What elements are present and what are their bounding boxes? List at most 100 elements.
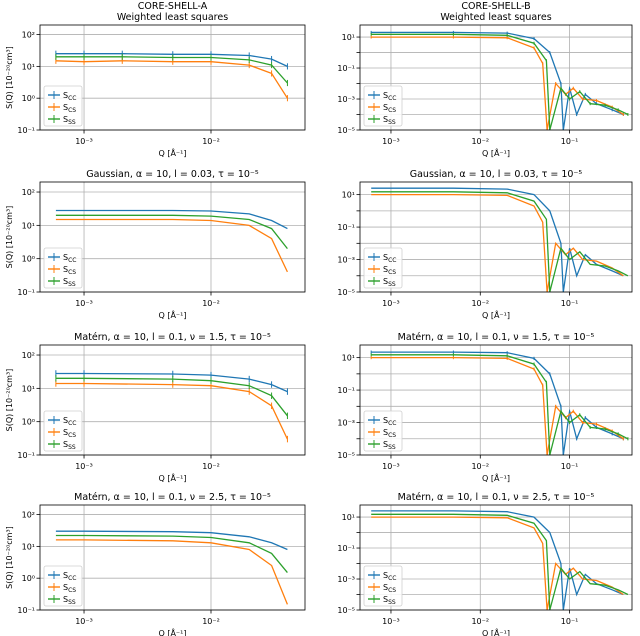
panel-title: CORE-SHELL-A — [138, 1, 208, 12]
x-axis-label: Q [Å⁻¹] — [482, 309, 510, 320]
y-tick-label: 10¹ — [342, 513, 355, 522]
panel-title: Matérn, α = 10, l = 0.1, ν = 1.5, τ = 10… — [74, 332, 271, 343]
y-tick-label: 10⁰ — [22, 94, 35, 103]
axes-frame — [39, 504, 306, 611]
x-tick-label: 10⁻³ — [75, 299, 93, 308]
x-axis-label: Q [Å⁻¹] — [159, 309, 187, 320]
panel-title: Matérn, α = 10, l = 0.1, ν = 2.5, τ = 10… — [398, 492, 595, 503]
legend-label: SCS — [63, 583, 76, 594]
axes-frame — [359, 24, 633, 131]
legend-label-main: S — [63, 115, 68, 124]
legend-label: SSS — [383, 115, 396, 126]
panel-title: CORE-SHELL-B — [461, 1, 530, 12]
x-tick-label: 10⁻³ — [75, 137, 93, 146]
legend-label-main: S — [63, 440, 68, 449]
y-tick-label: 10¹ — [342, 354, 355, 363]
panel-title: Weighted least squares — [440, 12, 551, 23]
x-axis-label: Q [Å⁻¹] — [159, 472, 187, 483]
panel-title: Weighted least squares — [117, 12, 228, 23]
legend-label-sub: CC — [68, 257, 76, 264]
legend-label-main: S — [63, 265, 68, 274]
panel-A1: 10⁻³ 10⁻² 10⁻¹ 10⁰ 10¹ 10² CORE-SHELL-AWeighte… — [5, 1, 306, 158]
x-axis-label: Q [Å⁻¹] — [482, 472, 510, 483]
legend-label-main: S — [383, 595, 388, 604]
panel-title: Matérn, α = 10, l = 0.1, ν = 2.5, τ = 10… — [74, 492, 271, 503]
axes-frame — [359, 344, 633, 456]
panel-A2: 10⁻³ 10⁻² 10⁻¹ 10⁰ 10¹ 10² Gaussian, α = 10, l… — [5, 169, 306, 320]
legend-label-main: S — [383, 265, 388, 274]
series-line-S_SS — [55, 56, 288, 84]
y-tick-label: 10⁻¹ — [17, 126, 35, 135]
panel-B3: 10⁻³ 10⁻² 10⁻¹ 10⁻⁵ 10⁻³ 10⁻¹ 10¹ Matérn, α = 1… — [337, 332, 633, 483]
x-tick-label: 10⁻² — [202, 462, 220, 471]
legend-label-sub: CS — [68, 107, 76, 114]
legend-label-main: S — [383, 253, 388, 262]
x-tick-label: 10⁻³ — [382, 299, 400, 308]
x-tick-label: 10⁻³ — [382, 137, 400, 146]
legend-label-sub: CC — [68, 95, 76, 102]
legend-label-main: S — [383, 416, 388, 425]
y-tick-label: 10⁻³ — [337, 95, 355, 104]
series-line-S_CS — [55, 218, 288, 273]
legend-label: SSS — [63, 440, 76, 451]
legend-label-sub: CS — [68, 432, 76, 439]
legend-label-sub: SS — [388, 281, 396, 288]
y-tick-label: 10¹ — [342, 191, 355, 200]
axes-frame — [39, 181, 306, 293]
y-tick-label: 10⁻¹ — [337, 223, 355, 232]
legend-label-sub: CC — [388, 420, 396, 427]
series-line-S_CC — [371, 510, 624, 611]
legend-label-sub: SS — [68, 281, 76, 288]
y-tick-label: 10⁻⁵ — [337, 126, 355, 135]
legend-label: SSS — [383, 440, 396, 451]
legend-label: SSS — [63, 115, 76, 126]
x-tick-label: 10⁻² — [471, 462, 489, 471]
legend-label-sub: SS — [388, 444, 396, 451]
legend-label-main: S — [383, 583, 388, 592]
legend-label: SCS — [383, 103, 396, 114]
legend-label-main: S — [63, 595, 68, 604]
legend-label-sub: CS — [388, 269, 396, 276]
series-line-S_CC — [371, 187, 624, 293]
y-tick-label: 10⁻⁵ — [337, 451, 355, 460]
y-tick-label: 10⁻³ — [337, 256, 355, 265]
panel-B4: 10⁻³ 10⁻² 10⁻¹ 10⁻⁵ 10⁻³ 10⁻¹ 10¹ Matérn, α = 1… — [337, 492, 633, 636]
legend-label: SSS — [63, 277, 76, 288]
series-line-S_CS — [371, 193, 624, 293]
axes-frame — [39, 24, 306, 131]
legend-label-main: S — [383, 103, 388, 112]
axes-frame — [39, 344, 306, 456]
y-tick-label: 10⁻⁵ — [337, 606, 355, 615]
series-line-S_SS — [371, 513, 629, 611]
y-axis-label: S(Q) [10⁻²⁰cm³] — [5, 206, 14, 269]
legend-label-main: S — [63, 428, 68, 437]
y-tick-label: 10⁰ — [22, 574, 35, 583]
legend-label-sub: CC — [68, 420, 76, 427]
legend-label-main: S — [63, 416, 68, 425]
series-line-S_CC — [55, 530, 288, 551]
legend-label-sub: CS — [388, 107, 396, 114]
x-axis-label: Q [Å⁻¹] — [482, 627, 510, 636]
series-line-S_CC — [55, 53, 288, 67]
y-tick-label: 10¹ — [22, 221, 35, 230]
x-tick-label: 10⁻¹ — [561, 462, 579, 471]
legend-label-sub: CS — [388, 587, 396, 594]
x-axis-label: Q [Å⁻¹] — [159, 627, 187, 636]
legend-label: SCS — [63, 103, 76, 114]
y-tick-label: 10⁻¹ — [337, 386, 355, 395]
y-axis-label: S(Q) [10⁻²⁰cm³] — [5, 369, 14, 432]
series-line-S_CC — [55, 209, 288, 230]
panel-A4: 10⁻³ 10⁻² 10⁻¹ 10⁰ 10¹ 10² Matérn, α = 10, l =… — [5, 492, 306, 636]
legend-label-main: S — [63, 583, 68, 592]
legend-label: SCC — [383, 416, 396, 427]
legend-label: SCC — [383, 253, 396, 264]
panel-B2: 10⁻³ 10⁻² 10⁻¹ 10⁻⁵ 10⁻³ 10⁻¹ 10¹ Gaussian, α =… — [337, 169, 633, 320]
legend-label-main: S — [63, 103, 68, 112]
legend-label: SSS — [383, 595, 396, 606]
x-tick-label: 10⁻³ — [75, 617, 93, 626]
panel-A3: 10⁻³ 10⁻² 10⁻¹ 10⁰ 10¹ 10² Matérn, α = 10, l =… — [5, 332, 306, 483]
legend-label: SCC — [383, 571, 396, 582]
y-tick-label: 10⁻¹ — [337, 544, 355, 553]
y-tick-label: 10⁻¹ — [17, 288, 35, 297]
